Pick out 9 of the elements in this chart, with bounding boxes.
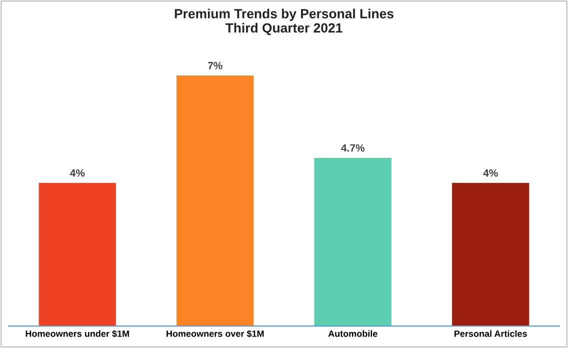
x-tick-label: Automobile [328,330,378,337]
x-tick-label: Homeowners under $1M [26,330,129,338]
data-label: 4.7% [341,144,364,152]
data-label: 7% [208,62,222,70]
data-label: 4% [70,169,85,177]
data-label: 4% [483,169,498,177]
chart-title: Premium Trends by Personal Lines Third Quarter 2021 [174,8,394,36]
x-tick-label: Personal Articles [454,330,527,337]
x-tick-label: Homeowners over $1M [166,330,264,338]
